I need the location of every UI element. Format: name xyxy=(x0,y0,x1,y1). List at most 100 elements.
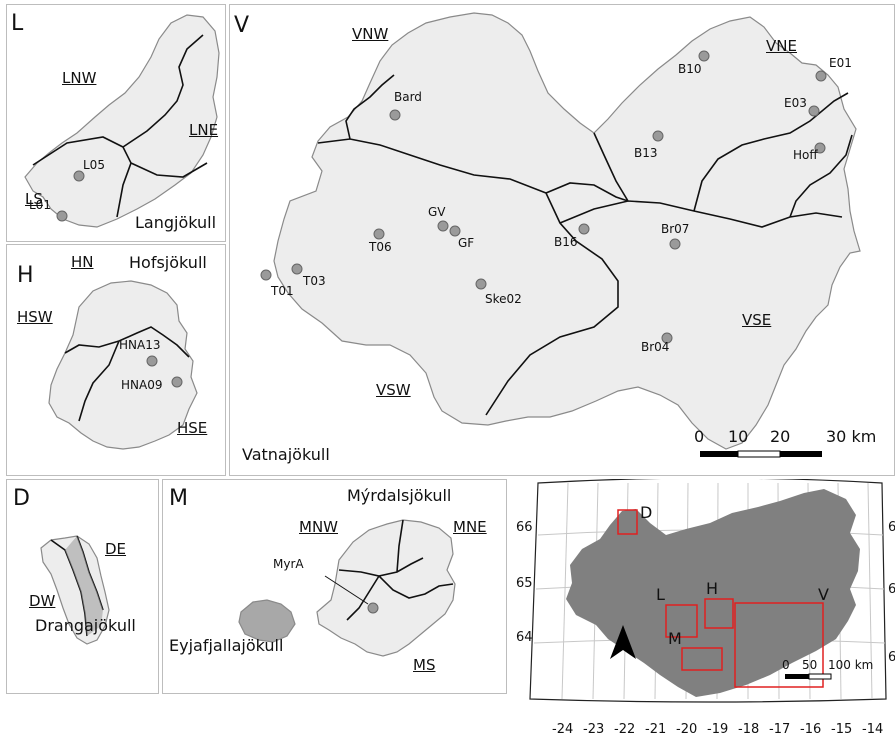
site-marker xyxy=(578,223,590,235)
site-label: HNA09 xyxy=(121,378,163,392)
scalebar-segment xyxy=(700,451,738,457)
scalebar-tick: 50 xyxy=(802,658,818,672)
site-label: L01 xyxy=(29,198,51,212)
hofsjokull-map xyxy=(48,280,198,450)
lat-label: 64 xyxy=(516,630,533,645)
divide-lines xyxy=(64,326,190,422)
lon-label: -24 xyxy=(552,722,574,737)
box-l xyxy=(665,604,698,638)
panel-vatnajokull: V VNW VNE VSE VSW Bard B10 E01 E03 B13 H… xyxy=(229,4,895,476)
site-marker xyxy=(56,210,68,222)
region-label-hn: HN xyxy=(71,253,94,271)
region-label-de: DE xyxy=(105,540,127,558)
panel-hofsjokull: H HN Hofsjökull HSW HNA13 HNA09 HSE xyxy=(6,244,226,476)
lon-label: -16 xyxy=(800,722,822,737)
region-label-dw: DW xyxy=(29,592,56,610)
panel-drangajokull: D DE DW Drangajökull xyxy=(6,479,159,694)
site-label: L05 xyxy=(83,158,105,172)
panel-letter: L xyxy=(11,11,24,36)
vatnajokull-map xyxy=(260,12,861,458)
box-label: M xyxy=(668,629,682,648)
site-marker xyxy=(652,130,664,142)
site-marker xyxy=(73,170,85,182)
site-marker xyxy=(146,355,158,367)
scalebar-tick: 0 xyxy=(694,427,705,446)
glacier-name: Eyjafjallajökull xyxy=(169,636,284,655)
langjokull-map xyxy=(24,14,220,228)
glacier-name: Mýrdalsjökull xyxy=(347,486,452,505)
box-h xyxy=(704,598,734,629)
de-region-fill xyxy=(65,536,103,636)
site-label: Bard xyxy=(394,90,422,104)
panel-letter: H xyxy=(17,263,34,288)
site-marker xyxy=(815,70,827,82)
site-label: B16 xyxy=(554,235,578,249)
region-label-vnw: VNW xyxy=(352,25,389,43)
site-marker xyxy=(291,263,303,275)
region-label-ms: MS xyxy=(413,656,436,674)
site-marker xyxy=(373,228,385,240)
region-label-ls: LS xyxy=(25,190,43,208)
panel-langjokull: L LNW LNE LS L05 L01 Langjökull xyxy=(6,4,226,242)
site-marker xyxy=(669,238,681,250)
box-label: V xyxy=(818,585,829,604)
divide-lines xyxy=(338,519,454,621)
lat-label-right: 6 xyxy=(888,520,895,535)
region-label-vne: VNE xyxy=(766,37,797,55)
overview-svg xyxy=(529,479,887,703)
panel-letter: V xyxy=(234,13,250,38)
region-label-mnw: MNW xyxy=(299,518,338,536)
divide-lines xyxy=(32,34,208,218)
site-marker xyxy=(171,376,183,388)
region-label-hsw: HSW xyxy=(17,308,53,326)
lon-label: -19 xyxy=(707,722,729,737)
hofsjokull-outline xyxy=(48,280,198,450)
site-label: T01 xyxy=(271,284,294,298)
region-label-hse: HSE xyxy=(177,419,208,437)
glacier-name: Langjökull xyxy=(135,213,217,232)
site-label: E03 xyxy=(784,96,807,110)
region-label-lne: LNE xyxy=(189,121,219,139)
leader-line xyxy=(324,575,369,605)
site-label: GV xyxy=(428,205,446,219)
overview-map: 66 65 64 6 6 6 -24 -23 -22 -21 -20 -19 -… xyxy=(510,479,895,741)
site-label: Br04 xyxy=(641,340,670,354)
panel-myrdalsjokull: M Mýrdalsjökull MNW MNE MyrA Eyjafjallaj… xyxy=(162,479,507,694)
scalebar-segment xyxy=(780,451,822,457)
lon-label: -18 xyxy=(738,722,760,737)
panel-letter: M xyxy=(169,486,188,511)
scalebar-tick: 30 km xyxy=(826,427,877,446)
box-label: L xyxy=(656,585,665,604)
site-marker xyxy=(437,220,449,232)
box-label: D xyxy=(640,503,653,522)
myrdalsjokull-outline xyxy=(316,519,456,657)
box-v xyxy=(734,602,824,688)
site-label: HNA13 xyxy=(119,338,161,352)
north-arrow-icon xyxy=(610,625,636,659)
scalebar-segment xyxy=(737,450,781,458)
scalebar-tick: 0 xyxy=(782,658,790,672)
glacier-name: Vatnajökull xyxy=(242,445,330,464)
site-label: B13 xyxy=(634,146,658,160)
lon-label: -15 xyxy=(831,722,853,737)
site-marker xyxy=(808,105,820,117)
site-marker xyxy=(449,225,461,237)
site-marker xyxy=(367,602,379,614)
site-marker xyxy=(389,109,401,121)
scalebar-tick: 100 km xyxy=(828,658,874,672)
panel-letter: D xyxy=(13,486,30,511)
divide-lines xyxy=(317,74,853,416)
region-label-mne: MNE xyxy=(453,518,487,536)
lon-label: -17 xyxy=(769,722,791,737)
site-label: T06 xyxy=(369,240,392,254)
location-boxes xyxy=(617,509,824,688)
lon-label: -20 xyxy=(676,722,698,737)
site-marker xyxy=(475,278,487,290)
box-m xyxy=(681,647,723,671)
iceland-landmass xyxy=(566,489,860,697)
region-label-vsw: VSW xyxy=(376,381,411,399)
site-label: GF xyxy=(458,236,475,250)
scalebar-tick: 10 xyxy=(728,427,749,446)
site-marker xyxy=(260,269,272,281)
box-d xyxy=(617,509,638,535)
